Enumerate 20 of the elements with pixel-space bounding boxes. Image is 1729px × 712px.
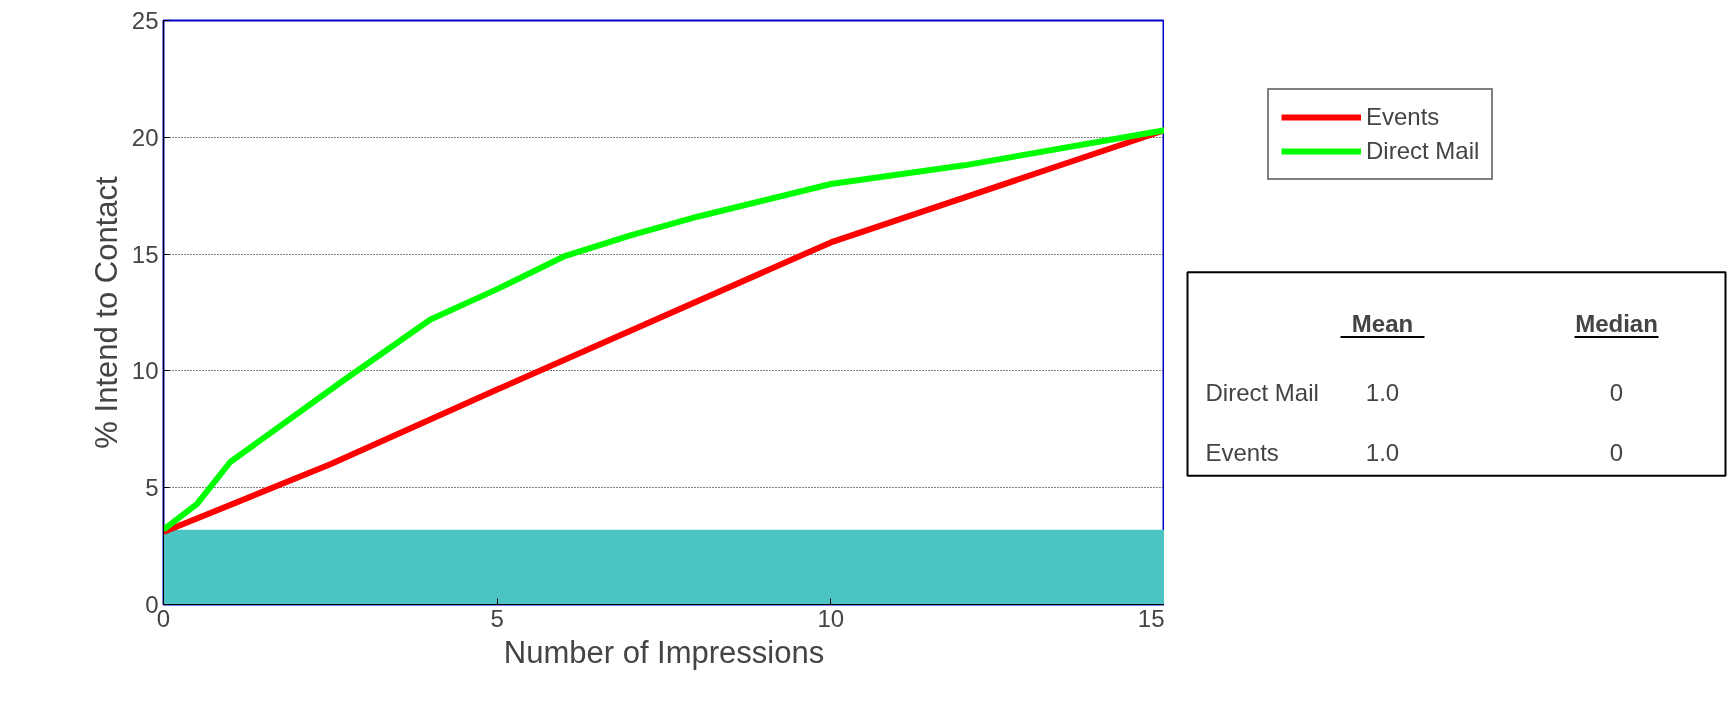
text: Direct Mail (1205, 379, 1319, 407)
y-tick-label: 15 (131, 240, 159, 268)
text: 1.0 (1365, 379, 1400, 407)
legend-label: Events (1366, 102, 1440, 132)
x-tick-label: 15 (1137, 604, 1165, 632)
text: 1.0 (1365, 439, 1400, 467)
y-tick-label: 10 (131, 357, 159, 385)
y-tick-label: 25 (131, 7, 159, 34)
y-axis-title: % Intend to Contact (88, 175, 124, 449)
text: Mean (1351, 310, 1414, 338)
x-axis-title: Number of Impressions (503, 634, 825, 670)
x-tick-label: 10 (817, 604, 845, 632)
text: 0 (1609, 379, 1624, 407)
y-tick-label: 20 (131, 123, 159, 151)
y-tick-label: 5 (145, 474, 159, 502)
legend-label: Direct Mail (1366, 136, 1480, 166)
text: Median (1575, 310, 1658, 338)
text: Events (1205, 439, 1279, 467)
text: 0 (1609, 439, 1624, 467)
x-tick-label: 5 (490, 604, 504, 632)
